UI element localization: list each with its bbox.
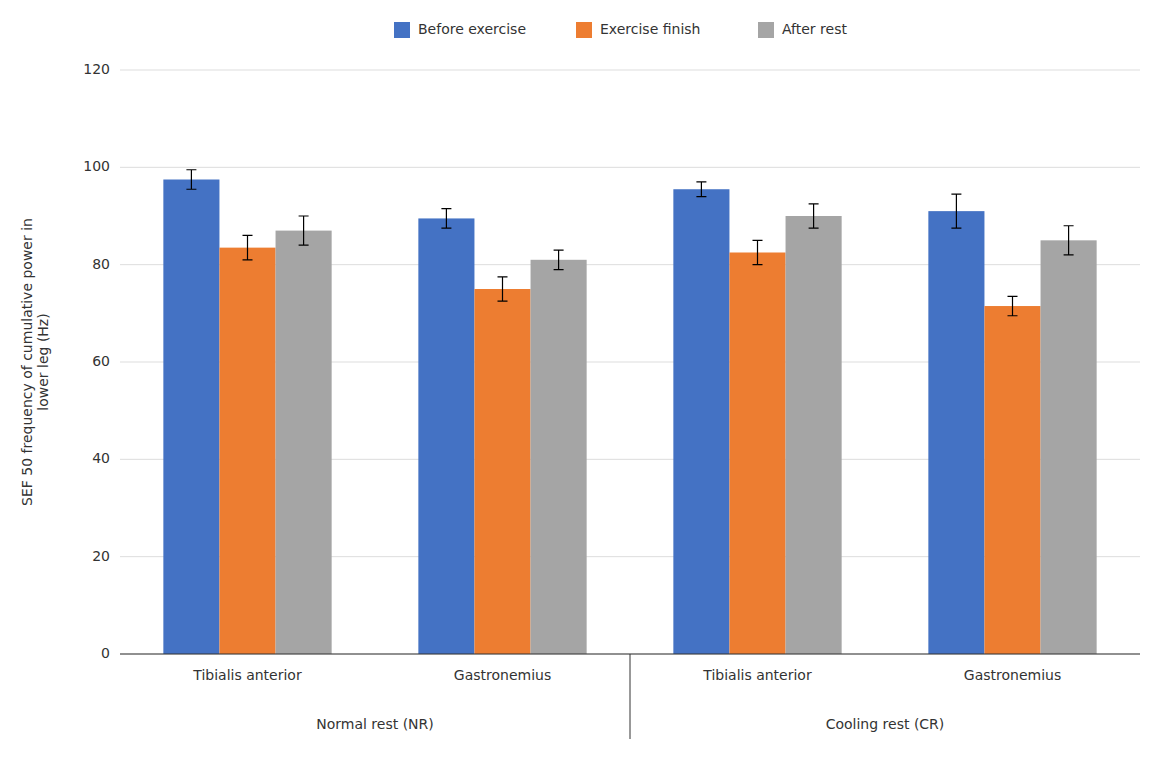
bar (928, 211, 984, 654)
x-tick-label: Gastronemius (964, 667, 1061, 683)
bar (984, 306, 1040, 654)
bar (163, 180, 219, 655)
error-bar (753, 240, 763, 264)
y-tick-label: 120 (83, 61, 110, 77)
y-tick-label: 60 (92, 353, 110, 369)
error-bar (243, 235, 253, 259)
error-bar (299, 216, 309, 245)
bar (531, 260, 587, 654)
error-bar (809, 204, 819, 228)
error-bar (696, 182, 706, 197)
y-tick-label: 40 (92, 450, 110, 466)
error-bar (554, 250, 564, 269)
error-bar (1064, 226, 1074, 255)
legend-label: After rest (782, 21, 847, 37)
bar (1041, 240, 1097, 654)
legend: Before exercise Exercise finish After rest (394, 21, 847, 38)
legend-swatch (758, 22, 774, 38)
y-tick-label: 100 (83, 158, 110, 174)
x-tick-label: Gastronemius (454, 667, 551, 683)
error-bar (498, 277, 508, 301)
grid-line (120, 70, 1140, 71)
legend-label: Exercise finish (600, 21, 700, 37)
chart: 0 20 40 60 80 100 120 SEF 50 frequency of cumul… (0, 0, 1170, 784)
x-tick-label: Tibialis anterior (702, 667, 812, 683)
grid-line (120, 167, 1140, 168)
y-tick-label: 0 (101, 645, 110, 661)
bar (276, 231, 332, 654)
y-tick-label: 20 (92, 548, 110, 564)
bar (219, 248, 275, 654)
bars (163, 170, 1096, 654)
grid (120, 70, 1140, 654)
legend-swatch (394, 22, 410, 38)
group-divider (630, 654, 631, 739)
bar (673, 189, 729, 654)
y-axis-label-line: lower leg (Hz) (35, 313, 51, 410)
x-tick-label: Tibialis anterior (192, 667, 302, 683)
group-label: Cooling rest (CR) (826, 716, 945, 732)
bar (474, 289, 530, 654)
bar (786, 216, 842, 654)
y-axis-label-line: SEF 50 frequency of cumulative power in (19, 218, 35, 506)
bar (729, 253, 785, 655)
error-bar (186, 170, 196, 189)
group-label: Normal rest (NR) (316, 716, 434, 732)
bar (418, 218, 474, 654)
legend-swatch (576, 22, 592, 38)
error-bar (951, 194, 961, 228)
error-bar (1008, 296, 1018, 315)
y-axis-label: SEF 50 frequency of cumulative power inl… (19, 218, 52, 506)
error-bar (441, 209, 451, 228)
y-tick-label: 80 (92, 256, 110, 272)
legend-label: Before exercise (418, 21, 526, 37)
